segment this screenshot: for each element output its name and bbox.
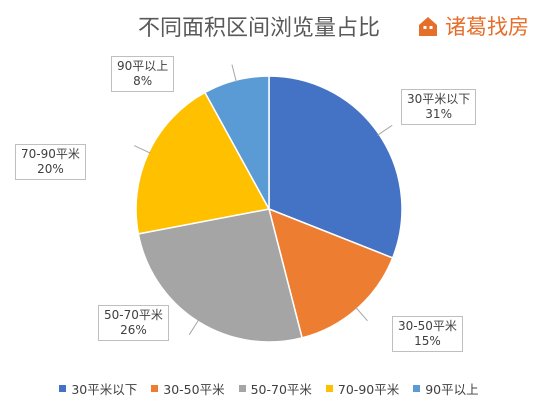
legend-swatch [151,385,159,392]
legend-item: 50-70平米 [238,379,312,398]
data-label-value: 15% [414,334,441,348]
data-label-category: 70-90平米 [21,147,80,161]
leader-line-3 [133,145,151,154]
data-label-30-50: 30-50平米 15% [392,316,463,352]
leader-line-1 [355,306,368,322]
data-label-category: 90平以上 [117,59,169,73]
chart-title: 不同面积区间浏览量占比 [138,16,381,41]
leader-line-2 [188,319,200,336]
data-label-30-below: 30平米以下 31% [401,89,477,125]
legend: 30平米以下 30-50平米 50-70平米 70-90平米 90平以上 [0,379,538,398]
data-label-value: 20% [37,162,64,176]
legend-item: 30平米以下 [59,379,137,398]
data-label-category: 30平米以下 [407,92,471,106]
data-label-category: 30-50平米 [398,319,457,333]
data-label-value: 26% [120,323,147,337]
legend-label: 30-50平米 [163,382,225,397]
brand-logo: 诸葛找房 [416,11,529,41]
legend-label: 30平米以下 [71,382,138,397]
legend-swatch [325,385,333,392]
data-label-70-90: 70-90平米 20% [15,144,86,180]
legend-swatch [238,385,246,392]
legend-swatch [413,385,421,392]
legend-item: 70-90平米 [325,379,400,398]
data-label-50-70: 50-70平米 26% [98,305,169,341]
legend-label: 70-90平米 [337,382,400,397]
logo-text: 诸葛找房 [445,15,529,39]
legend-swatch [59,385,67,392]
legend-item: 90平以上 [413,379,479,398]
legend-label: 90平以上 [425,382,479,397]
data-label-90-above: 90平以上 8% [111,56,175,92]
house-icon [419,17,437,36]
legend-label: 50-70平米 [250,382,312,397]
leader-line-0 [377,124,393,136]
data-label-value: 31% [425,107,452,121]
data-label-category: 50-70平米 [104,308,163,322]
legend-item: 30-50平米 [151,379,225,398]
leader-line-4 [231,64,237,83]
data-label-value: 8% [133,74,153,88]
